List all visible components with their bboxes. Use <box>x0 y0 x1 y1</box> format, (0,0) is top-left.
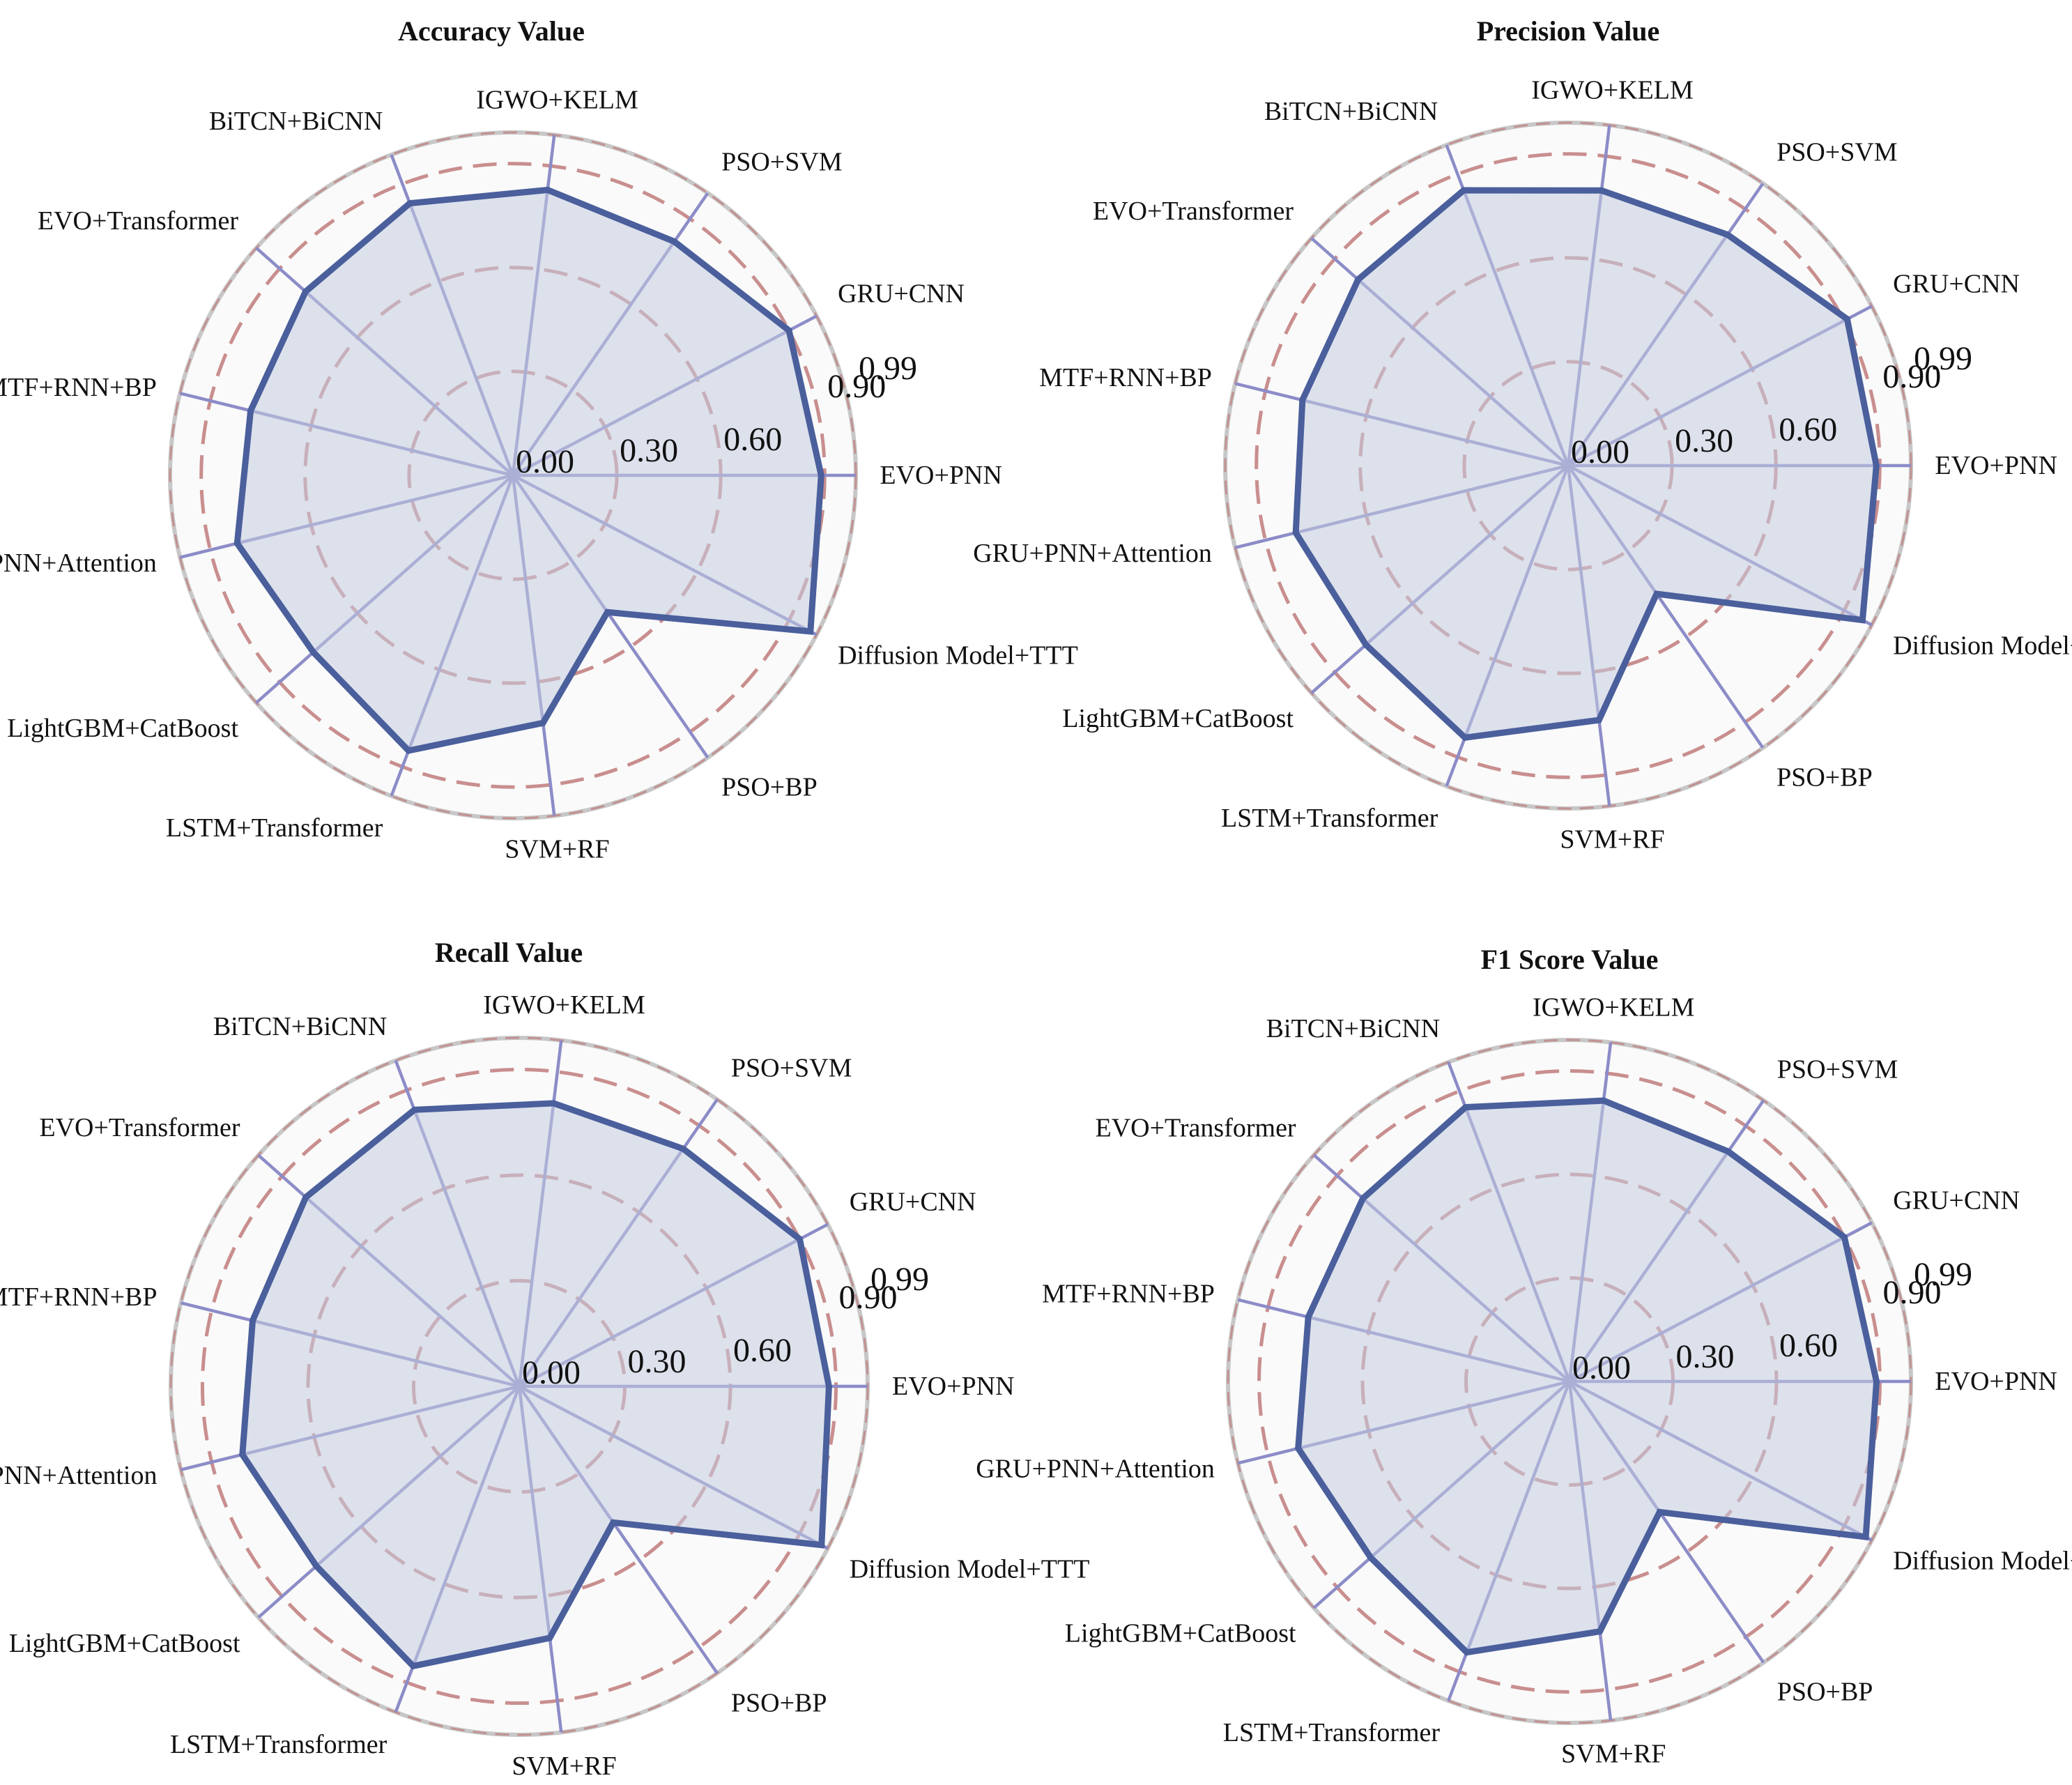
category-label: GRU+PNN+Attention <box>976 1455 1215 1484</box>
radar-panel-1: 0.00 0.30 0.60 0.900.99 EVO+PNN Diffusion Mod… <box>0 15 1078 864</box>
category-label: LSTM+Transformer <box>170 1730 387 1759</box>
category-label: BiTCN+BiCNN <box>209 107 383 136</box>
category-label: EVO+Transformer <box>38 206 238 236</box>
category-label: EVO+Transformer <box>39 1113 240 1142</box>
tick-label: 0.60 <box>1779 411 1837 448</box>
category-label: GRU+CNN <box>1893 1186 2020 1215</box>
series-area <box>1298 1101 1877 1653</box>
series-line <box>1295 1097 1880 1656</box>
category-label: GRU+CNN <box>838 279 965 308</box>
category-label: PSO+BP <box>1776 763 1873 792</box>
tick-label: 0.99 <box>1914 1256 1972 1293</box>
tick-label: 0.30 <box>628 1343 686 1380</box>
category-label: SVM+RF <box>512 1752 616 1781</box>
category-label: Diffusion Model+TTT <box>850 1555 1090 1584</box>
category-label: GRU+PNN+Attention <box>973 539 1212 568</box>
category-label: IGWO+KELM <box>476 85 638 114</box>
category-label: LightGBM+CatBoost <box>7 714 238 743</box>
tick-label: 0.30 <box>1676 1338 1735 1375</box>
chart-title: Accuracy Value <box>398 15 585 47</box>
category-label: LightGBM+CatBoost <box>9 1629 240 1658</box>
category-label: PSO+SVM <box>731 1054 852 1083</box>
tick-label: 0.90 <box>839 1279 898 1316</box>
radar-panel-2: 0.00 0.30 0.60 0.900.99 EVO+PNN Diffusion Mod… <box>973 15 2072 855</box>
category-label: EVO+PNN <box>1935 451 2057 480</box>
tick-label: 0.99 <box>870 1261 929 1298</box>
category-label: Diffusion Model+TTT <box>1893 631 2072 661</box>
tick-label: 0.99 <box>1914 340 1972 377</box>
tick-label: 0.60 <box>723 421 782 458</box>
category-label: MTF+RNN+BP <box>1039 363 1212 392</box>
tick-label: 0.30 <box>620 432 678 469</box>
series-line <box>1292 187 1880 742</box>
tick-label: 0.90 <box>827 368 886 405</box>
series-area <box>237 190 822 751</box>
chart-title: F1 Score Value <box>1481 944 1659 975</box>
category-label: MTF+RNN+BP <box>0 373 157 402</box>
category-label: SVM+RF <box>505 835 609 864</box>
tick-label: 0.60 <box>1779 1327 1838 1364</box>
radar-panel-4: 0.00 0.30 0.60 0.900.99 EVO+PNN Diffusion Mod… <box>976 944 2072 1769</box>
category-label: BiTCN+BiCNN <box>1266 1014 1440 1043</box>
tick-label: 0.90 <box>1882 358 1941 395</box>
category-label: BiTCN+BiCNN <box>1264 97 1438 126</box>
tick-label: 0.00 <box>1572 1349 1631 1386</box>
tick-label: 0.00 <box>1571 434 1629 470</box>
tick-label: 0.99 <box>859 350 917 387</box>
category-label: EVO+Transformer <box>1093 197 1294 226</box>
category-label: PSO+SVM <box>721 148 843 177</box>
series-line <box>233 186 824 754</box>
series-area <box>242 1103 829 1667</box>
category-label: EVO+PNN <box>1935 1367 2057 1396</box>
chart-title: Recall Value <box>435 937 583 968</box>
category-label: GRU+CNN <box>850 1187 976 1216</box>
category-label: PSO+BP <box>731 1688 827 1717</box>
category-label: EVO+PNN <box>880 461 1002 490</box>
category-label: EVO+PNN <box>892 1372 1015 1401</box>
category-label: GRU+CNN <box>1893 269 2020 298</box>
category-label: SVM+RF <box>1560 825 1664 855</box>
category-label: PSO+SVM <box>1776 138 1898 167</box>
category-label: GRU+PNN+Attention <box>0 1461 158 1490</box>
category-label: SVM+RF <box>1561 1740 1666 1769</box>
category-label: IGWO+KELM <box>1531 75 1694 105</box>
category-label: Diffusion Model+TTT <box>1893 1547 2072 1576</box>
category-label: LSTM+Transformer <box>1221 804 1438 833</box>
category-label: BiTCN+BiCNN <box>213 1012 387 1041</box>
series-line <box>239 1100 832 1670</box>
category-label: LightGBM+CatBoost <box>1065 1619 1296 1648</box>
category-label: IGWO+KELM <box>483 990 645 1020</box>
category-label: MTF+RNN+BP <box>0 1282 158 1312</box>
radar-panel-3: 0.00 0.30 0.60 0.900.99 EVO+PNN Diffusion Mod… <box>0 937 1089 1781</box>
category-label: GRU+PNN+Attention <box>0 549 157 578</box>
category-label: PSO+SVM <box>1777 1055 1898 1085</box>
chart-title: Precision Value <box>1477 15 1660 47</box>
category-label: IGWO+KELM <box>1533 993 1695 1022</box>
tick-label: 0.00 <box>516 443 574 480</box>
category-label: LSTM+Transformer <box>166 813 383 843</box>
category-label: PSO+BP <box>1777 1678 1873 1707</box>
tick-label: 0.90 <box>1883 1274 1942 1311</box>
category-label: PSO+BP <box>721 772 818 802</box>
category-label: Diffusion Model+TTT <box>838 641 1078 671</box>
category-label: LightGBM+CatBoost <box>1062 704 1294 733</box>
tick-label: 0.60 <box>733 1332 792 1369</box>
tick-label: 0.00 <box>522 1354 581 1391</box>
category-label: LSTM+Transformer <box>1223 1718 1441 1747</box>
category-label: MTF+RNN+BP <box>1042 1280 1215 1309</box>
category-label: EVO+Transformer <box>1095 1113 1296 1142</box>
tick-label: 0.30 <box>1675 422 1733 459</box>
